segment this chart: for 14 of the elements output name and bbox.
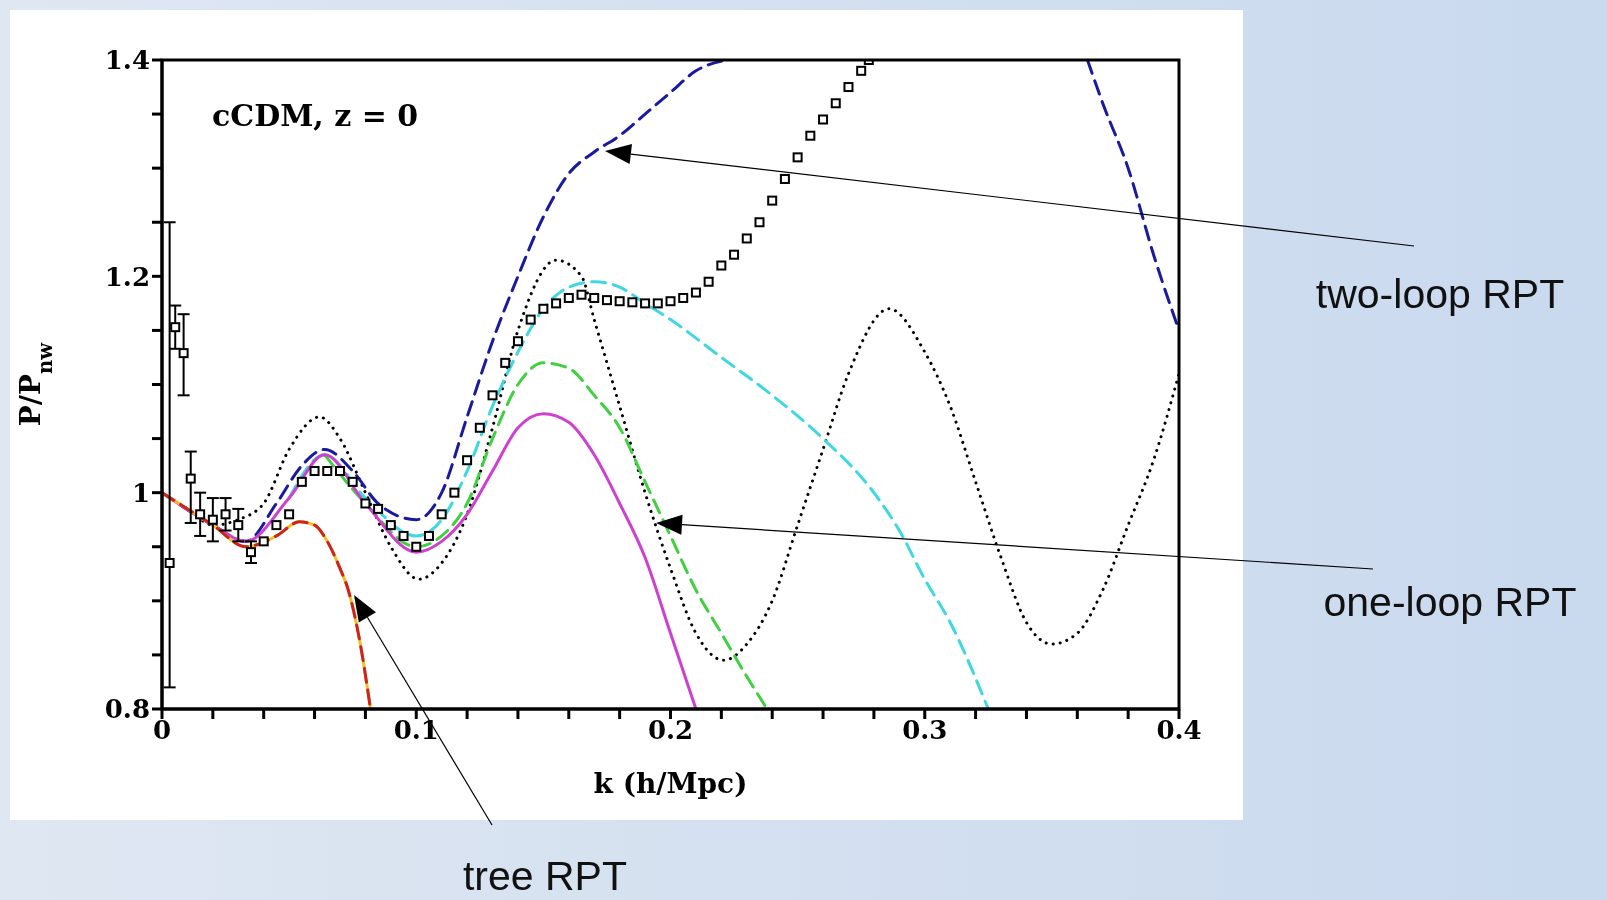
annotation: cCDM, z = 0	[212, 98, 419, 133]
text: two-loop RPT	[1315, 270, 1565, 317]
y-tick-label: 1	[131, 477, 150, 508]
x-tick-label: 0.1	[393, 715, 439, 746]
text: one-loop RPT	[1323, 578, 1577, 625]
text: tree RPT	[462, 852, 628, 899]
y-tick-label: 1.4	[104, 45, 150, 76]
x-tick-label: 0.3	[902, 715, 948, 746]
x-tick-label: 0	[152, 715, 172, 746]
x-tick-label: 0.4	[1156, 715, 1202, 746]
y-tick-label: 1.2	[104, 261, 150, 292]
y-tick-label: 0.8	[104, 694, 150, 725]
x-axis-title: k (h/Mpc)	[593, 766, 748, 800]
x-tick-label: 0.2	[647, 715, 694, 746]
